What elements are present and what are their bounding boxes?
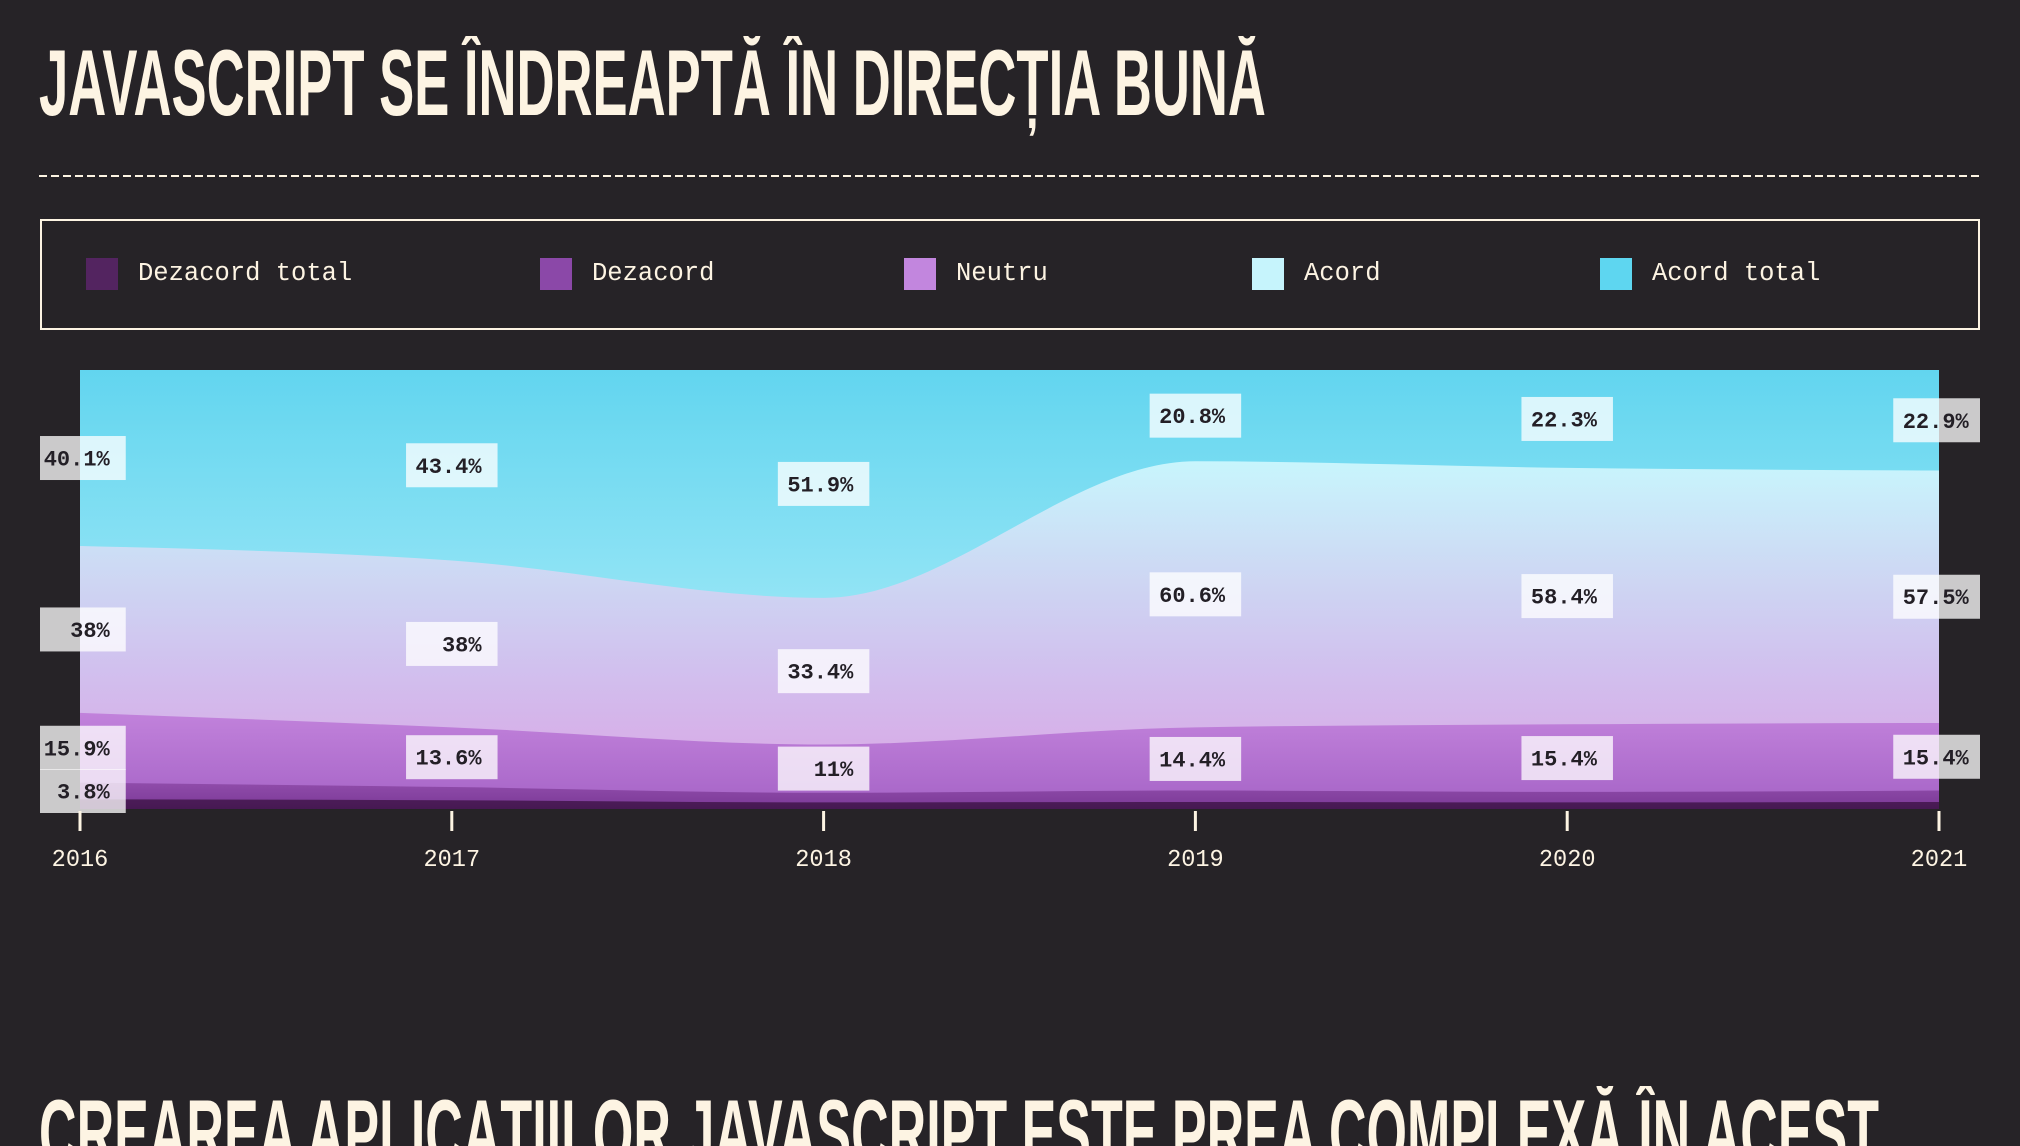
legend-item-dezacord-total: Dezacord total bbox=[86, 258, 352, 290]
data-label-box bbox=[40, 607, 126, 652]
legend-label-acord-total: Acord total bbox=[1652, 259, 1821, 288]
area-dezacord-total bbox=[80, 799, 1939, 809]
data-label-acord-total-2017: 43.4% bbox=[406, 443, 498, 488]
legend-swatch-acord bbox=[1252, 258, 1284, 290]
x-tick-label-2017: 2017 bbox=[423, 847, 480, 874]
data-label-box bbox=[1893, 734, 1980, 779]
data-label-acord-total-2018: 51.9% bbox=[777, 461, 870, 506]
data-label-box bbox=[1149, 736, 1242, 781]
legend-label-dezacord: Dezacord bbox=[592, 259, 715, 288]
data-label-box bbox=[40, 769, 126, 814]
data-label-box bbox=[1521, 574, 1613, 619]
data-label-acord-2017: 38% bbox=[406, 621, 498, 666]
legend-label-dezacord-total: Dezacord total bbox=[138, 259, 353, 288]
data-label-acord-2018: 33.4% bbox=[777, 649, 870, 694]
data-label-value: 38% bbox=[70, 619, 110, 644]
data-label-value: 40.1% bbox=[44, 448, 111, 473]
data-label-value: 43.4% bbox=[416, 455, 483, 480]
data-label-acord-total-2021: 22.9% bbox=[1893, 398, 1980, 443]
x-tick-label-2019: 2019 bbox=[1167, 847, 1224, 874]
legend-item-acord: Acord bbox=[1252, 258, 1381, 290]
data-label-box bbox=[777, 649, 870, 694]
area-acord bbox=[80, 461, 1939, 809]
data-label-box bbox=[1149, 572, 1242, 617]
data-label-box bbox=[1893, 574, 1980, 619]
data-label-value: 22.9% bbox=[1903, 410, 1970, 435]
data-label-neutru-2018: 11% bbox=[777, 746, 870, 791]
data-label-value: 20.8% bbox=[1159, 405, 1226, 430]
data-label-box bbox=[1893, 398, 1980, 443]
data-label-value: 15.4% bbox=[1903, 746, 1970, 771]
legend-label-neutru: Neutru bbox=[956, 259, 1048, 288]
legend-label-acord: Acord bbox=[1304, 259, 1381, 288]
data-label-acord-2021: 57.5% bbox=[1893, 574, 1980, 619]
data-label-acord-total-2020: 22.3% bbox=[1521, 396, 1613, 441]
data-label-value: 51.9% bbox=[787, 473, 854, 498]
data-label-neutru-2016: 15.9% bbox=[40, 725, 126, 770]
data-labels: 3.8% 15.9% 13.6% 11% 14.4% 15.4% 15.4% 38% 38% 33… bbox=[40, 393, 1980, 814]
legend-swatch-neutru bbox=[904, 258, 936, 290]
data-label-box bbox=[1521, 396, 1613, 441]
page-title-container: JAVASCRIPT SE ÎNDREAPTĂ ÎN DIRECȚIA BUNĂ bbox=[39, 36, 1339, 136]
data-label-box bbox=[777, 746, 870, 791]
data-label-value: 13.6% bbox=[416, 747, 483, 772]
legend-item-dezacord: Dezacord bbox=[540, 258, 714, 290]
x-tick-label-2020: 2020 bbox=[1539, 847, 1596, 874]
data-label-box bbox=[406, 443, 498, 488]
data-label-acord-2019: 60.6% bbox=[1149, 572, 1242, 617]
data-label-neutru-2017: 13.6% bbox=[406, 735, 498, 780]
data-label-acord-total-2016: 40.1% bbox=[40, 436, 126, 481]
data-label-neutru-2020: 15.4% bbox=[1521, 736, 1613, 781]
x-tick-label-2021: 2021 bbox=[1911, 847, 1968, 874]
data-label-value: 14.4% bbox=[1159, 748, 1226, 773]
data-label-acord-total-2019: 20.8% bbox=[1149, 393, 1242, 438]
data-label-value: 15.4% bbox=[1531, 748, 1598, 773]
legend-swatch-acord-total bbox=[1600, 258, 1632, 290]
data-label-box bbox=[406, 735, 498, 780]
next-section-title: CREAREA APLICAȚIILOR JAVASCRIPT ESTE PRE… bbox=[39, 1086, 1880, 1146]
data-label-value: 22.3% bbox=[1531, 408, 1598, 433]
legend-item-acord-total: Acord total bbox=[1600, 258, 1820, 290]
x-axis: 2016 2017 2018 2019 2020 2021 bbox=[52, 811, 1968, 874]
data-label-box bbox=[777, 461, 870, 506]
data-label-value: 57.5% bbox=[1903, 586, 1970, 611]
data-label-neutru-2021: 15.4% bbox=[1893, 734, 1980, 779]
data-label-value: 58.4% bbox=[1531, 586, 1598, 611]
legend-item-neutru: Neutru bbox=[904, 258, 1048, 290]
section-divider bbox=[39, 175, 1980, 177]
next-section-title-container: CREAREA APLICAȚIILOR JAVASCRIPT ESTE PRE… bbox=[39, 1086, 1980, 1146]
data-label-value: 11% bbox=[814, 758, 854, 783]
stacked-area-chart: 3.8% 15.9% 13.6% 11% 14.4% 15.4% 15.4% 38% 38% 33… bbox=[40, 370, 1980, 874]
page-title: JAVASCRIPT SE ÎNDREAPTĂ ÎN DIRECȚIA BUNĂ bbox=[39, 36, 1266, 135]
data-label-box bbox=[1149, 393, 1242, 438]
data-label-box bbox=[1521, 736, 1613, 781]
data-label-dezacord-2016: 3.8% bbox=[40, 769, 126, 814]
area-layers bbox=[80, 370, 1939, 809]
data-label-box bbox=[40, 725, 126, 770]
legend-swatch-dezacord bbox=[540, 258, 572, 290]
x-tick-label-2016: 2016 bbox=[52, 847, 109, 874]
data-label-value: 60.6% bbox=[1159, 584, 1226, 609]
chart-legend: Dezacord total Dezacord Neutru Acord Aco… bbox=[40, 219, 1980, 330]
data-label-acord-2016: 38% bbox=[40, 607, 126, 652]
data-label-box bbox=[40, 436, 126, 481]
data-label-value: 38% bbox=[442, 633, 482, 658]
legend-swatch-dezacord-total bbox=[86, 258, 118, 290]
x-tick-label-2018: 2018 bbox=[795, 847, 852, 874]
data-label-neutru-2019: 14.4% bbox=[1149, 736, 1242, 781]
data-label-value: 15.9% bbox=[44, 737, 111, 762]
area-neutru bbox=[80, 712, 1939, 809]
data-label-value: 33.4% bbox=[787, 661, 854, 686]
data-label-acord-2020: 58.4% bbox=[1521, 574, 1613, 619]
data-label-box bbox=[406, 621, 498, 666]
data-label-value: 3.8% bbox=[57, 781, 111, 806]
